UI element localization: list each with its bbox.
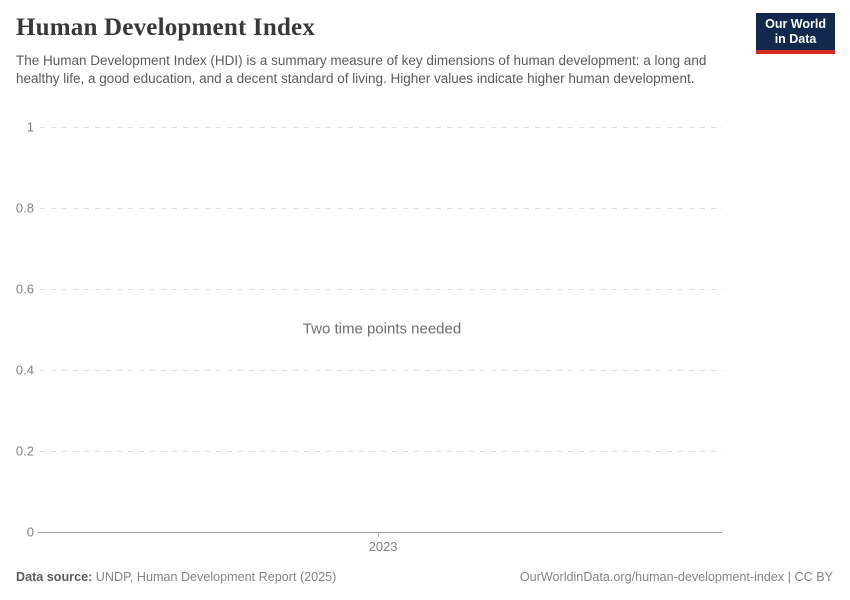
owid-logo-line2: in Data: [774, 32, 817, 46]
chart-footer: Data source: UNDP, Human Development Rep…: [16, 569, 833, 585]
gridline: [40, 127, 723, 128]
y-axis-tick-label: 0.8: [15, 200, 34, 216]
y-axis-tick-label: 0.6: [15, 281, 34, 297]
y-axis-tick-label: 0: [26, 524, 34, 540]
y-axis-tick-label: 0.4: [15, 362, 34, 378]
chart-subtitle: The Human Development Index (HDI) is a s…: [16, 53, 707, 86]
gridline: [40, 451, 723, 452]
y-axis-tick-label: 1: [26, 119, 34, 135]
data-source-text: UNDP, Human Development Report (2025): [92, 570, 337, 584]
x-axis-tick-label: 2023: [368, 539, 398, 554]
data-source: Data source: UNDP, Human Development Rep…: [16, 569, 336, 585]
gridline: [40, 370, 723, 371]
gridline: [40, 289, 723, 290]
empty-chart-message: Two time points needed: [302, 320, 462, 338]
x-axis-line: [38, 532, 722, 533]
owid-logo-line1: Our World: [765, 17, 826, 31]
gridline: [40, 208, 723, 209]
x-axis-tick: [378, 532, 380, 537]
y-axis-tick-label: 0.2: [15, 443, 34, 459]
data-source-label: Data source:: [16, 570, 93, 584]
owid-logo[interactable]: Our World in Data: [756, 13, 835, 54]
page-title: Human Development Index: [16, 14, 316, 41]
owid-citation-link[interactable]: OurWorldinData.org/human-development-ind…: [519, 570, 833, 584]
